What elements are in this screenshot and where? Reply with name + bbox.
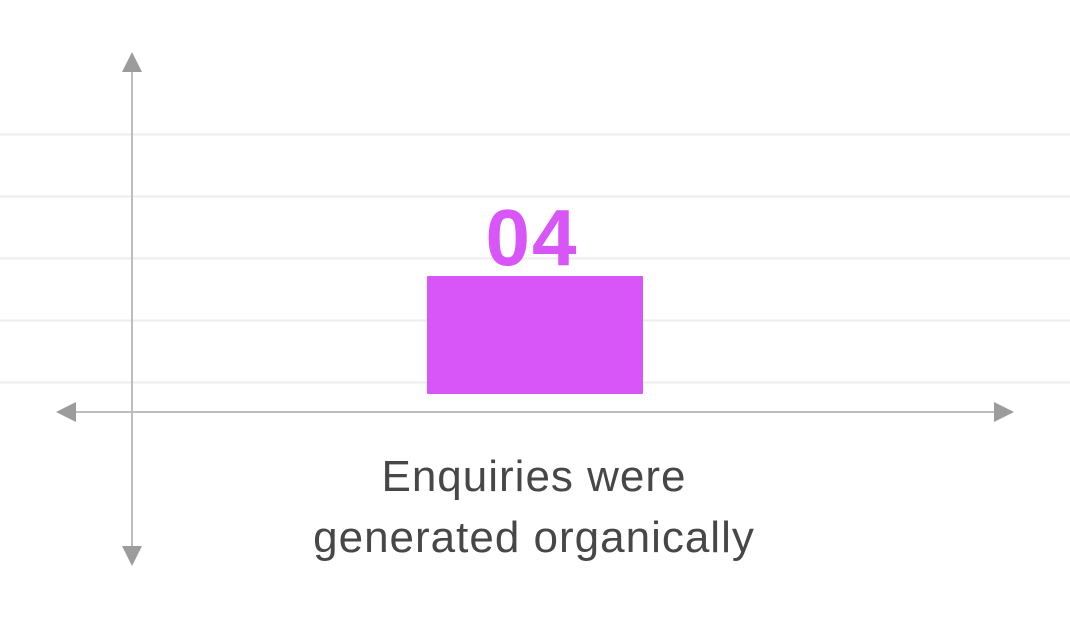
caption-line-2: generated organically [313,513,755,562]
arrow-left-icon [56,402,76,422]
bar-value-label: 04 [485,193,579,282]
arrow-right-icon [994,402,1014,422]
arrow-up-icon [122,52,142,72]
arrow-down-icon [122,546,142,566]
bar-caption: Enquiries were generated organically [313,446,755,568]
caption-line-1: Enquiries were [381,452,687,501]
bar-enquiries [427,276,643,394]
